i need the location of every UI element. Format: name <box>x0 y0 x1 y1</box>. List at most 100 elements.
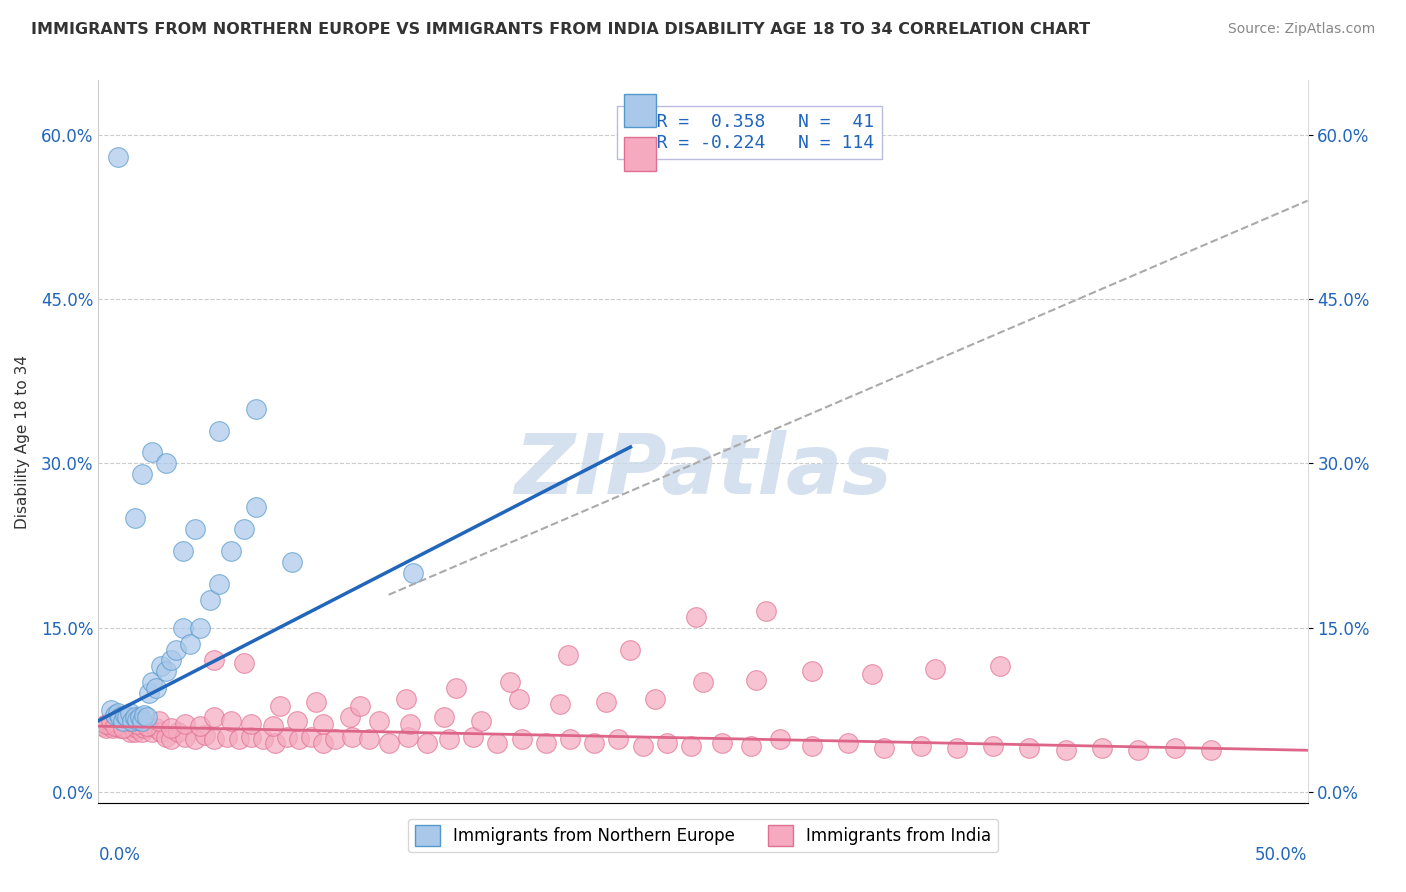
Point <box>121 714 143 728</box>
Point <box>118 714 141 728</box>
Point <box>607 732 630 747</box>
Point <box>204 732 226 747</box>
Text: IMMIGRANTS FROM NORTHERN EUROPE VS IMMIGRANTS FROM INDIA DISABILITY AGE 18 TO 34: IMMIGRANTS FROM NORTHERN EUROPE VS IMMIG… <box>31 22 1090 37</box>
Point <box>165 642 187 657</box>
Point <box>394 691 416 706</box>
Point <box>305 695 328 709</box>
Point <box>208 424 231 438</box>
Point <box>433 710 456 724</box>
Point <box>108 710 131 724</box>
Point <box>1091 741 1114 756</box>
Point <box>946 741 969 756</box>
Point <box>97 717 120 731</box>
Point <box>104 717 127 731</box>
Point <box>239 730 262 744</box>
Point <box>924 662 946 676</box>
Point <box>107 706 129 720</box>
Point <box>104 708 127 723</box>
Point <box>150 659 173 673</box>
Point <box>131 714 153 728</box>
Point <box>107 150 129 164</box>
Point <box>160 722 183 736</box>
Point <box>127 722 149 736</box>
Point <box>100 714 122 728</box>
Point <box>755 604 778 618</box>
Point <box>118 706 141 720</box>
Point <box>135 719 157 733</box>
Point <box>359 732 381 747</box>
Point <box>1199 743 1222 757</box>
Point <box>1128 743 1150 757</box>
Point <box>583 735 606 749</box>
Point <box>711 735 734 749</box>
FancyBboxPatch shape <box>624 137 655 170</box>
Point <box>174 730 197 744</box>
Point <box>981 739 1004 753</box>
Point <box>131 467 153 482</box>
Point <box>100 703 122 717</box>
Point <box>188 719 211 733</box>
Point <box>910 739 932 753</box>
Point <box>155 665 177 679</box>
Point <box>399 717 422 731</box>
Point <box>860 666 883 681</box>
Point <box>124 710 146 724</box>
Point <box>325 732 347 747</box>
Point <box>184 522 207 536</box>
Point <box>114 719 136 733</box>
Text: 50.0%: 50.0% <box>1256 847 1308 864</box>
Point <box>124 724 146 739</box>
Point <box>299 730 322 744</box>
Point <box>91 719 114 733</box>
Point <box>150 724 173 739</box>
Point <box>264 735 287 749</box>
Text: 0.0%: 0.0% <box>98 847 141 864</box>
Point <box>396 730 419 744</box>
Point <box>377 735 399 749</box>
Point <box>1054 743 1077 757</box>
Point <box>107 719 129 733</box>
Point <box>111 717 134 731</box>
Point <box>800 665 823 679</box>
Point <box>167 724 190 739</box>
Point <box>208 577 231 591</box>
Point <box>312 717 335 731</box>
Point <box>121 719 143 733</box>
Point <box>124 511 146 525</box>
Point <box>100 719 122 733</box>
Point <box>221 544 243 558</box>
Point <box>402 566 425 580</box>
Point <box>655 735 678 749</box>
Point <box>470 714 492 728</box>
Point <box>104 719 127 733</box>
Point <box>368 714 391 728</box>
Point <box>108 722 131 736</box>
Point <box>486 735 509 749</box>
Text: Source: ZipAtlas.com: Source: ZipAtlas.com <box>1227 22 1375 37</box>
Point <box>145 681 167 695</box>
Point <box>155 457 177 471</box>
Point <box>595 695 617 709</box>
Point <box>204 710 226 724</box>
Point <box>312 735 335 749</box>
Point <box>534 735 557 749</box>
Point <box>188 621 211 635</box>
Point <box>1163 741 1185 756</box>
Point <box>111 722 134 736</box>
Point <box>769 732 792 747</box>
Point <box>127 717 149 731</box>
Point <box>118 724 141 739</box>
Point <box>172 544 194 558</box>
Point <box>281 555 304 569</box>
Point <box>155 730 177 744</box>
Point <box>128 719 150 733</box>
Point <box>204 653 226 667</box>
Point <box>339 710 361 724</box>
Point <box>215 730 238 744</box>
Point <box>232 522 254 536</box>
Point <box>141 675 163 690</box>
Point <box>446 681 468 695</box>
Text: ZIPatlas: ZIPatlas <box>515 430 891 511</box>
Point <box>117 722 139 736</box>
Point <box>138 686 160 700</box>
